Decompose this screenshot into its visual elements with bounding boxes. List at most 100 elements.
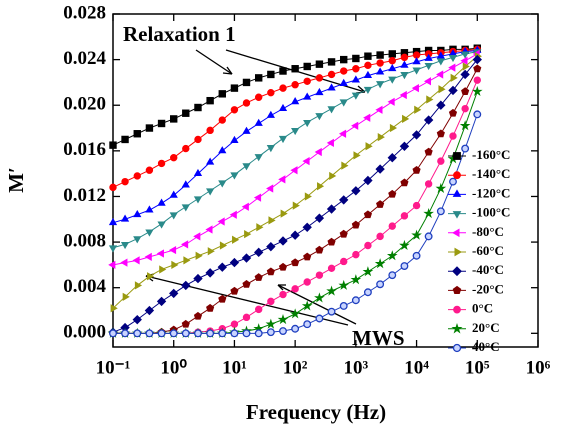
marker — [181, 240, 189, 249]
marker — [389, 123, 398, 133]
marker — [193, 168, 203, 177]
marker — [314, 147, 322, 157]
marker — [291, 285, 299, 293]
marker — [436, 100, 446, 110]
marker — [254, 247, 264, 258]
marker — [424, 53, 433, 61]
marker — [193, 196, 203, 204]
marker — [303, 320, 312, 329]
marker — [205, 268, 215, 278]
marker — [277, 314, 289, 325]
legend: -160°C -140°C -120°C -100°C -80°C -60°C -40°C -… — [448, 147, 510, 354]
marker — [436, 129, 445, 138]
marker — [472, 54, 482, 65]
x-tick-label: 10⁰ — [160, 357, 187, 378]
series — [109, 45, 481, 192]
marker — [460, 69, 470, 80]
marker — [219, 241, 228, 250]
marker — [461, 104, 469, 113]
marker — [292, 201, 300, 210]
marker — [339, 99, 348, 107]
y-tick-label: 0.028 — [63, 2, 106, 23]
marker — [254, 305, 263, 314]
x-tick-label: 10⁴ — [404, 357, 429, 378]
marker — [266, 184, 274, 193]
marker — [134, 281, 143, 290]
marker — [362, 266, 374, 277]
marker — [448, 63, 456, 72]
marker — [230, 320, 239, 328]
marker — [353, 151, 361, 160]
marker — [436, 70, 444, 79]
marker — [108, 260, 116, 270]
marker — [303, 252, 312, 261]
y-axis-title: M′ — [4, 167, 28, 193]
marker — [291, 81, 299, 89]
marker — [121, 135, 129, 144]
marker — [459, 120, 471, 131]
marker — [376, 200, 385, 208]
marker — [182, 144, 190, 153]
marker — [171, 260, 179, 270]
marker — [424, 147, 433, 156]
marker — [266, 110, 275, 118]
marker — [193, 311, 203, 320]
marker — [181, 204, 190, 212]
marker — [453, 171, 461, 180]
marker — [254, 154, 263, 162]
marker — [291, 324, 300, 333]
marker — [193, 273, 203, 284]
marker — [157, 329, 166, 338]
marker — [254, 329, 263, 338]
marker — [110, 304, 118, 313]
marker — [326, 138, 334, 147]
marker — [230, 329, 239, 338]
marker — [109, 329, 117, 338]
marker — [301, 300, 313, 311]
marker — [315, 87, 324, 96]
marker — [340, 257, 348, 266]
marker — [265, 318, 277, 329]
marker — [133, 329, 142, 338]
legend-label: -120°C — [472, 185, 510, 200]
marker — [351, 121, 359, 130]
marker — [352, 54, 360, 63]
marker — [461, 51, 470, 59]
marker — [304, 192, 312, 201]
marker — [267, 88, 275, 97]
marker — [254, 118, 263, 126]
marker — [351, 220, 360, 229]
marker — [375, 105, 383, 114]
marker — [170, 153, 178, 162]
marker — [453, 305, 461, 314]
marker — [290, 230, 300, 240]
marker — [452, 343, 462, 353]
marker — [279, 67, 287, 75]
marker — [411, 229, 422, 240]
marker — [181, 329, 190, 338]
marker — [206, 303, 215, 312]
marker — [351, 186, 361, 196]
marker — [232, 235, 240, 244]
marker — [338, 279, 350, 290]
marker — [315, 314, 324, 323]
marker — [363, 86, 373, 95]
marker — [453, 152, 461, 160]
marker — [169, 190, 178, 198]
marker — [412, 251, 421, 260]
marker — [147, 272, 155, 281]
series — [108, 45, 482, 226]
marker — [109, 141, 117, 149]
marker — [435, 182, 447, 193]
marker — [217, 262, 227, 272]
marker — [218, 180, 227, 188]
marker — [387, 97, 395, 106]
marker — [400, 72, 409, 80]
legend-label: 40°C — [472, 339, 500, 354]
marker — [157, 119, 166, 128]
marker — [194, 135, 202, 144]
marker — [315, 113, 324, 121]
marker — [133, 172, 141, 180]
marker — [436, 51, 445, 59]
marker — [423, 115, 434, 125]
